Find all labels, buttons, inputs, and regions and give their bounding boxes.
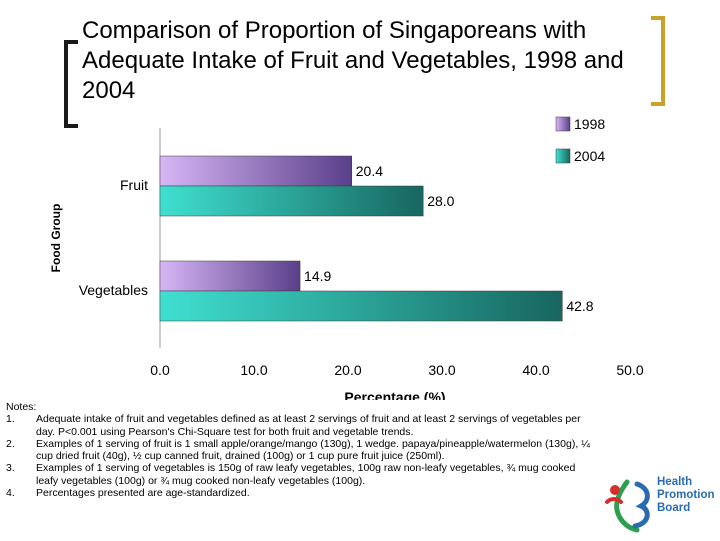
x-axis-label: Percentage (%)	[344, 389, 445, 400]
note-number: 4.	[6, 487, 15, 500]
logo-line: Health	[657, 476, 693, 488]
category-label: Fruit	[120, 177, 148, 193]
note-text: Adequate intake of fruit and vegetables …	[36, 413, 581, 438]
health-promotion-board-logo: Health Promotion Board	[597, 476, 719, 536]
chart-title: Comparison of Proportion of Singaporeans…	[82, 17, 624, 104]
legend-swatch-2004	[555, 148, 571, 164]
value-label: 42.8	[566, 298, 593, 314]
hpb-logo-mark-icon	[605, 479, 650, 533]
bar-vegetables-2004	[159, 290, 563, 322]
legend: 1998 2004	[555, 116, 605, 164]
x-tick-label: 30.0	[428, 362, 455, 378]
x-tick-label: 0.0	[150, 362, 170, 378]
legend-swatch-1998	[555, 116, 571, 132]
x-tick-label: 40.0	[522, 362, 549, 378]
note-item: 3. Examples of 1 serving of vegetables i…	[6, 462, 596, 487]
notes-heading: Notes:	[6, 401, 37, 413]
note-number: 3.	[6, 462, 15, 475]
value-label: 28.0	[427, 193, 454, 209]
legend-label: 1998	[574, 116, 605, 132]
bar-fruit-1998	[159, 155, 353, 187]
note-text: Examples of 1 serving of vegetables is 1…	[36, 462, 576, 487]
y-axis-label: Food Group	[49, 204, 63, 273]
value-label: 20.4	[356, 163, 383, 179]
note-item: 4. Percentages presented are age-standar…	[6, 487, 596, 499]
title-bracket-left	[64, 40, 78, 128]
logo-line: Promotion	[657, 489, 715, 501]
notes: Notes: 1. Adequate intake of fruit and v…	[6, 401, 596, 499]
bar-fruit-2004	[159, 185, 424, 217]
category-label: Vegetables	[79, 282, 148, 298]
note-number: 2.	[6, 437, 15, 450]
bar-vegetables-1998	[159, 260, 301, 292]
note-item: 1. Adequate intake of fruit and vegetabl…	[6, 413, 596, 438]
hpb-logo-text: Health Promotion Board	[657, 476, 715, 515]
x-tick-label: 50.0	[616, 362, 643, 378]
title-bracket-right	[651, 16, 665, 106]
x-tick-label: 20.0	[334, 362, 361, 378]
note-number: 1.	[6, 413, 15, 426]
logo-line: Board	[657, 502, 691, 514]
value-label: 14.9	[304, 268, 331, 284]
note-item: 2. Examples of 1 serving of fruit is 1 s…	[6, 438, 596, 463]
note-text: Examples of 1 serving of fruit is 1 smal…	[36, 437, 590, 463]
x-tick-label: 10.0	[240, 362, 267, 378]
legend-label: 2004	[574, 148, 605, 164]
bar-chart: 20.4 28.0 14.9 42.8 Fruit Vegetables 0.0 10.0…	[49, 116, 644, 400]
note-text: Percentages presented are age-standardiz…	[36, 487, 250, 500]
